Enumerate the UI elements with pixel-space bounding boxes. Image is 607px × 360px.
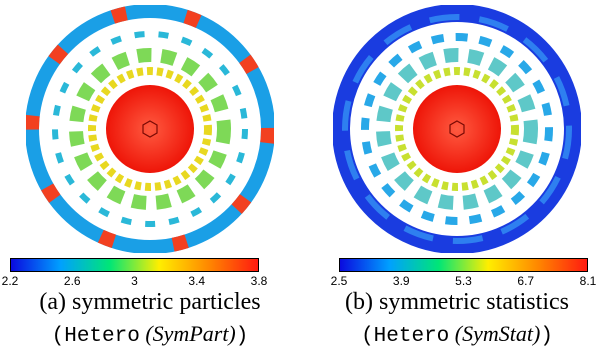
outer-ring-texture	[342, 14, 572, 244]
subunit-ring	[69, 48, 231, 210]
inner-ring	[88, 67, 212, 191]
caption-code: Hetero	[373, 325, 450, 348]
caption-line-2: (Hetero (SymPart))	[0, 321, 300, 348]
outer-ring-hotspots	[26, 5, 274, 253]
colorbar-tick: 5.3	[455, 274, 472, 288]
central-core	[413, 85, 501, 173]
caption-paren-close: )	[540, 325, 553, 348]
caption-paren-open: (	[361, 325, 374, 348]
colorbar	[339, 258, 588, 272]
colorbar-tick: 8.1	[579, 274, 597, 288]
figure-panel-b: 2.5 3.9 5.3 6.7 8.1 (b) symmetric statis…	[307, 0, 607, 360]
colorbar-ticks: 2.2 2.6 3 3.4 3.8	[2, 274, 268, 288]
middle-ring	[52, 31, 248, 227]
colorbar-tick: 3.8	[250, 274, 268, 288]
outer-ring	[333, 5, 581, 253]
colorbar-tick: 3	[131, 274, 138, 288]
colorbar-ticks: 2.5 3.9 5.3 6.7 8.1	[331, 274, 597, 288]
colorbar	[10, 258, 259, 272]
caption-paren-open: (	[51, 325, 65, 348]
caption-line-1: (a) symmetric particles	[39, 289, 261, 315]
colorbar-tick: 2.5	[330, 274, 348, 288]
figure-panel-a: 2.2 2.6 3 3.4 3.8 (a) symmetric particle…	[0, 0, 300, 360]
colorbar-tick: 3.4	[188, 274, 206, 288]
core-hexagon	[449, 120, 465, 138]
colorbar-tick: 2.6	[63, 274, 81, 288]
structure-render-symmetric-particles	[26, 5, 274, 253]
structure-render-symmetric-statistics	[333, 5, 581, 253]
caption-term: (SymStat)	[454, 321, 541, 346]
colorbar-tick: 2.2	[1, 274, 19, 288]
middle-ring	[361, 33, 553, 225]
colorbar-tick: 6.7	[517, 274, 535, 288]
caption-code: Hetero	[64, 325, 140, 348]
central-core	[106, 85, 194, 173]
core-hexagon	[142, 120, 158, 138]
caption-term: (SymPart)	[145, 321, 236, 346]
inner-ring	[395, 67, 519, 191]
caption-line-1: (b) symmetric statistics	[345, 289, 569, 315]
caption-line-2: (Hetero (SymStat))	[307, 321, 607, 348]
colorbar-tick: 3.9	[392, 274, 410, 288]
caption-paren-close: )	[235, 325, 249, 348]
subunit-ring	[376, 48, 538, 210]
